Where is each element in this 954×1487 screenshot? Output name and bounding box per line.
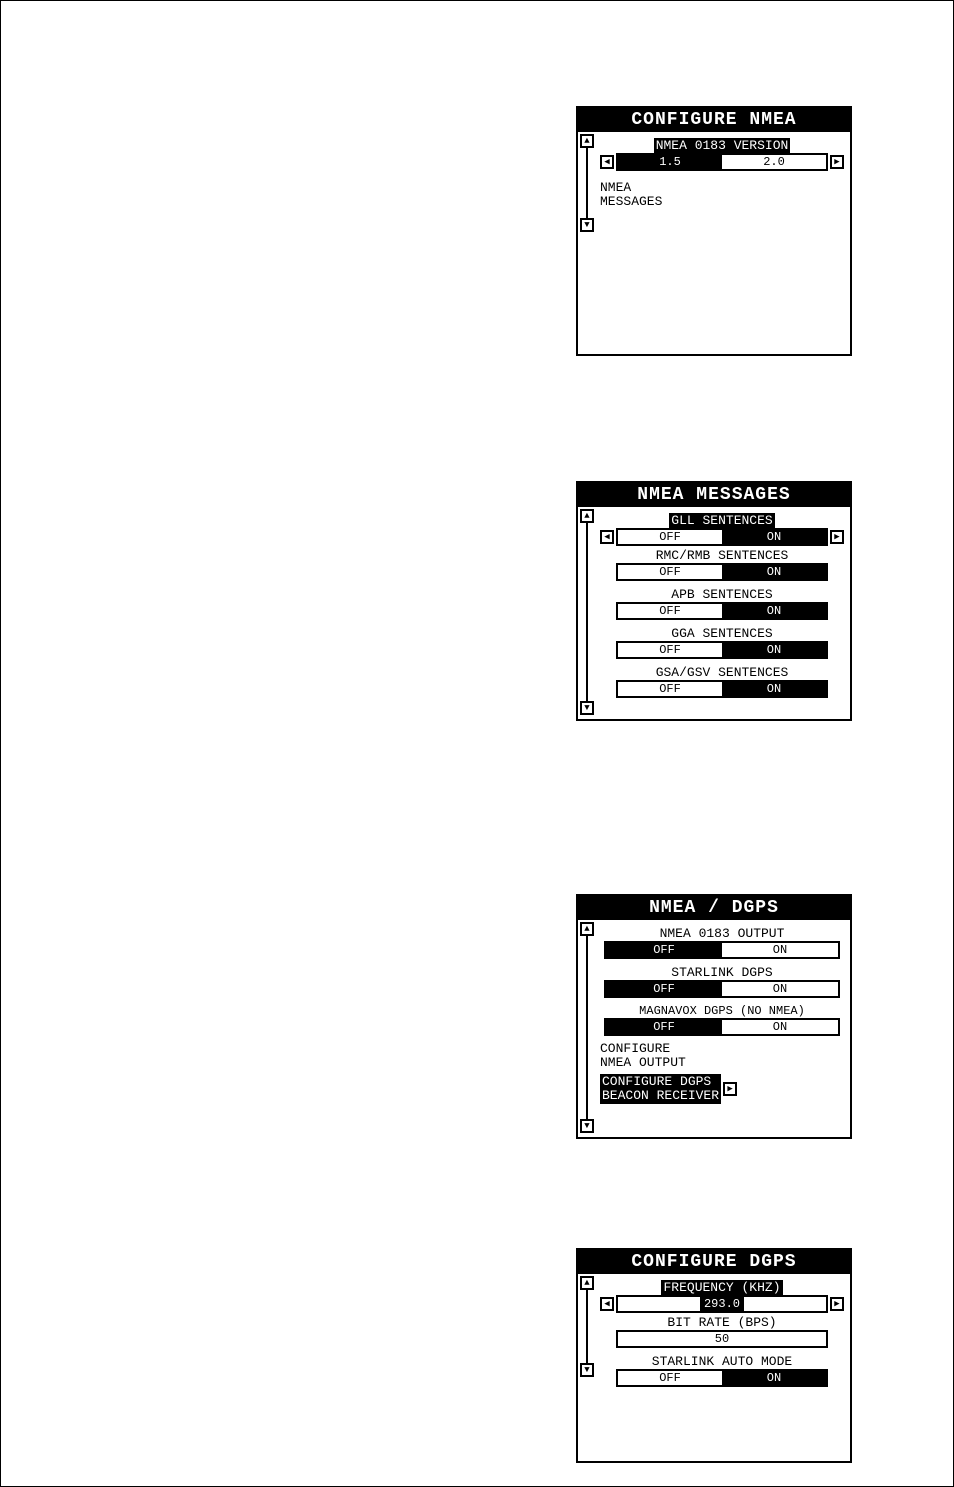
scroll-up-icon[interactable]: ▲ xyxy=(580,922,594,936)
scroll-down-icon[interactable]: ▼ xyxy=(580,701,594,715)
arrow-left-icon[interactable]: ◀ xyxy=(600,155,614,169)
output-label: NMEA 0183 OUTPUT xyxy=(600,926,844,941)
configure-dgps-screen: CONFIGURE DGPS ▲ ▼ FREQUENCY (KHZ) ◀ 293… xyxy=(576,1248,852,1463)
configure-nmea-output-link[interactable]: CONFIGURE NMEA OUTPUT xyxy=(600,1042,844,1070)
scroll-down-icon[interactable]: ▼ xyxy=(580,1363,594,1377)
version-opt-2[interactable]: 2.0 xyxy=(722,155,826,169)
sentence-label: RMC/RMB SENTENCES xyxy=(600,548,844,563)
screen-title: NMEA MESSAGES xyxy=(578,483,850,507)
version-toggle[interactable]: 1.5 2.0 xyxy=(616,153,828,171)
screen-title: CONFIGURE NMEA xyxy=(578,108,850,132)
screen-title: CONFIGURE DGPS xyxy=(578,1250,850,1274)
sentence-toggle[interactable]: OFF ON xyxy=(616,641,828,659)
sentence-toggle[interactable]: OFF ON xyxy=(616,602,828,620)
scroll-down-icon[interactable]: ▼ xyxy=(580,1119,594,1133)
magnavox-toggle[interactable]: OFF ON xyxy=(604,1018,840,1036)
sentence-label: GGA SENTENCES xyxy=(600,626,844,641)
arrow-right-icon[interactable]: ▶ xyxy=(830,155,844,169)
scroll-up-icon[interactable]: ▲ xyxy=(580,134,594,148)
auto-mode-label: STARLINK AUTO MODE xyxy=(600,1354,844,1369)
nmea-dgps-screen: NMEA / DGPS ▲ ▼ NMEA 0183 OUTPUT OFF ON … xyxy=(576,894,852,1139)
magnavox-label: MAGNAVOX DGPS (NO NMEA) xyxy=(600,1004,844,1018)
sentence-label: GLL SENTENCES xyxy=(669,513,774,528)
frequency-value[interactable]: 293.0 xyxy=(616,1295,828,1313)
version-label: NMEA 0183 VERSION xyxy=(654,138,791,153)
arrow-left-icon[interactable]: ◀ xyxy=(600,530,614,544)
arrow-right-icon[interactable]: ▶ xyxy=(830,1297,844,1311)
scroll-down-icon[interactable]: ▼ xyxy=(580,218,594,232)
sentence-label: APB SENTENCES xyxy=(600,587,844,602)
output-toggle[interactable]: OFF ON xyxy=(604,941,840,959)
sentence-label: GSA/GSV SENTENCES xyxy=(600,665,844,680)
frequency-label: FREQUENCY (KHZ) xyxy=(661,1280,782,1295)
starlink-toggle[interactable]: OFF ON xyxy=(604,980,840,998)
sentence-toggle[interactable]: OFF ON xyxy=(616,680,828,698)
scroll-up-icon[interactable]: ▲ xyxy=(580,509,594,523)
vertical-scroll: ▲ ▼ xyxy=(580,1276,594,1377)
vertical-scroll: ▲ ▼ xyxy=(580,134,594,232)
arrow-left-icon[interactable]: ◀ xyxy=(600,1297,614,1311)
sentence-toggle[interactable]: OFF ON xyxy=(616,563,828,581)
scroll-up-icon[interactable]: ▲ xyxy=(580,1276,594,1290)
arrow-right-icon[interactable]: ▶ xyxy=(830,530,844,544)
auto-mode-toggle[interactable]: OFF ON xyxy=(616,1369,828,1387)
nmea-messages-screen: NMEA MESSAGES ▲ ▼ GLL SENTENCES ◀ OFF ON… xyxy=(576,481,852,721)
nmea-messages-link[interactable]: NMEA MESSAGES xyxy=(600,181,844,209)
screen-title: NMEA / DGPS xyxy=(578,896,850,920)
bitrate-label: BIT RATE (BPS) xyxy=(600,1315,844,1330)
vertical-scroll: ▲ ▼ xyxy=(580,509,594,715)
configure-dgps-link[interactable]: CONFIGURE DGPS BEACON RECEIVER xyxy=(600,1074,721,1104)
configure-nmea-screen: CONFIGURE NMEA ▲ ▼ NMEA 0183 VERSION ◀ 1… xyxy=(576,106,852,356)
bitrate-value[interactable]: 50 xyxy=(616,1330,828,1348)
sentence-toggle[interactable]: OFF ON xyxy=(616,528,828,546)
version-opt-1[interactable]: 1.5 xyxy=(618,155,722,169)
vertical-scroll: ▲ ▼ xyxy=(580,922,594,1133)
starlink-label: STARLINK DGPS xyxy=(600,965,844,980)
arrow-right-icon[interactable]: ▶ xyxy=(723,1082,737,1096)
